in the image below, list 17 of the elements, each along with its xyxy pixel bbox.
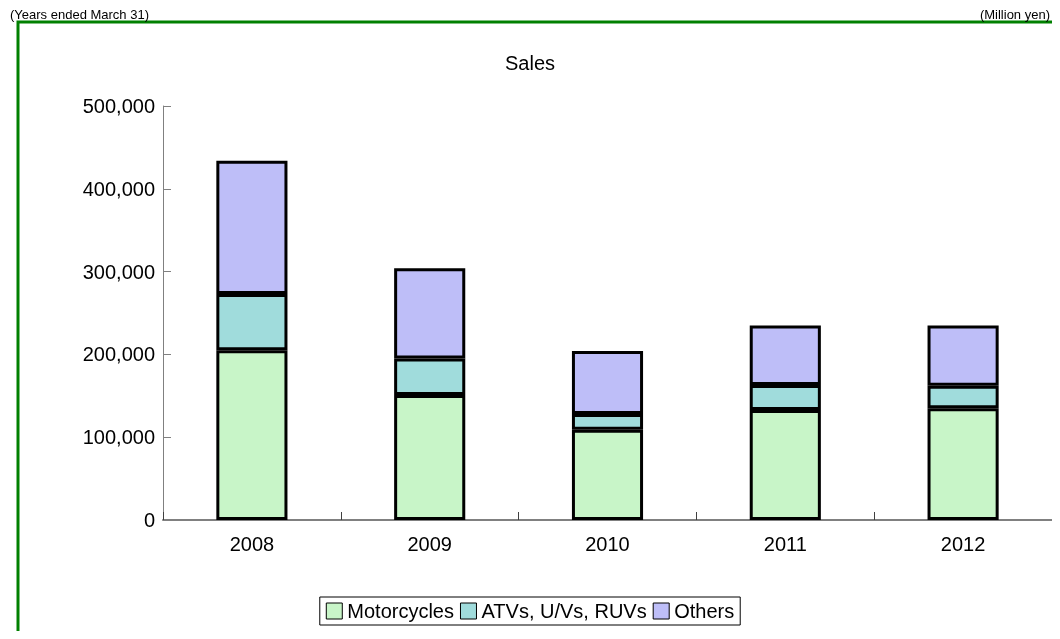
text: (Million yen) xyxy=(979,7,1051,22)
chart-title: Sales xyxy=(504,52,556,74)
y-tick-label: 0 xyxy=(143,509,155,531)
x-tick-label: 2009 xyxy=(407,533,452,555)
legend-label: Others xyxy=(674,600,735,622)
y-tick-label: 100,000 xyxy=(82,426,155,449)
x-tick-label: 2011 xyxy=(763,533,807,555)
y-tick-label: 300,000 xyxy=(82,260,155,283)
y-tick-label: 400,000 xyxy=(82,177,155,200)
legend-label: ATVs, U/Vs, RUVs xyxy=(481,600,647,622)
x-tick-label: 2010 xyxy=(585,533,630,555)
legend-label: Motorcycles xyxy=(347,600,454,622)
x-tick-label: 2008 xyxy=(229,533,275,555)
text: (Years ended March 31) xyxy=(10,7,149,22)
y-tick-label: 500,000 xyxy=(82,95,155,117)
y-tick-label: 200,000 xyxy=(82,343,155,366)
x-tick-label: 2012 xyxy=(940,533,986,555)
